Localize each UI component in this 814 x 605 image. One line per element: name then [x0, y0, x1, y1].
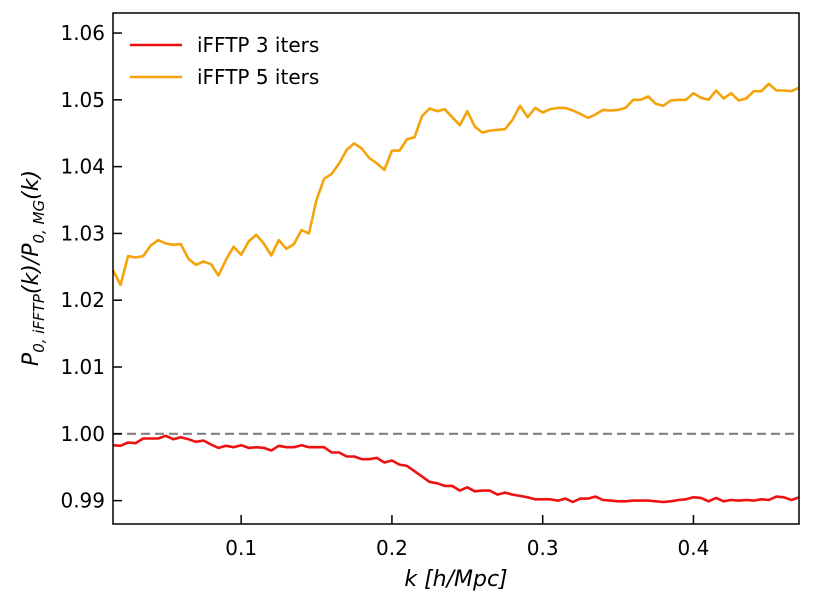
x-axis-label-unit: [h/Mpc] [424, 567, 508, 592]
x-tick-label: 0.4 [678, 536, 710, 560]
y-axis-label-slash: / [19, 254, 44, 266]
series-line-2 [111, 82, 800, 287]
y-axis-label-sub-num: 0, iFFTP [30, 293, 48, 353]
y-axis-label-sub-den: 0, MG [30, 200, 48, 244]
legend-label-5-iters: iFFTP 5 iters [197, 65, 319, 89]
y-tick-label: 1.00 [60, 422, 105, 446]
x-tick-label: 0.1 [225, 536, 257, 560]
series-line-1 [112, 434, 800, 504]
x-tick-label: 0.2 [376, 536, 408, 560]
plot-frame [112, 12, 800, 525]
x-axis-label: k [h/Mpc] [404, 567, 507, 592]
plot-background [113, 13, 799, 524]
y-axis-label-p2: P [19, 243, 44, 257]
legend-label-3-iters: iFFTP 3 iters [197, 33, 319, 57]
y-tick-label: 1.04 [60, 155, 105, 179]
y-tick-label: 1.01 [60, 355, 105, 379]
legend: iFFTP 3 iters iFFTP 5 iters [130, 33, 319, 89]
y-tick-label: 1.02 [60, 288, 105, 312]
series-layer [111, 82, 800, 504]
y-axis-label: P0, iFFTP(k)/P0, MG(k) [19, 170, 48, 366]
x-axis: 0.1 0.2 0.3 0.4 [225, 515, 709, 560]
x-axis-label-var: k [404, 567, 418, 592]
x-tick-label: 0.3 [527, 536, 559, 560]
y-axis-label-p: P [19, 352, 44, 366]
y-tick-label: 0.99 [60, 489, 105, 513]
y-tick-label: 1.05 [60, 88, 105, 112]
y-tick-label: 1.06 [60, 21, 105, 45]
y-axis: 0.99 1.00 1.01 1.02 1.03 1.04 1.05 1.06 [60, 21, 122, 513]
y-axis-label-arg2: (k) [19, 170, 44, 200]
y-axis-label-arg: (k) [19, 264, 44, 294]
y-tick-label: 1.03 [60, 221, 105, 245]
